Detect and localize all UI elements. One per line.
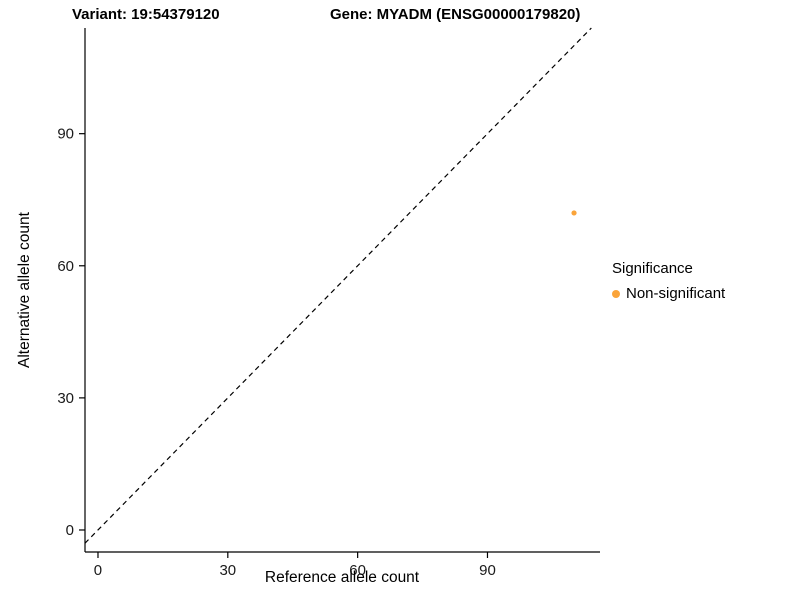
legend-entry-label: Non-significant <box>626 285 726 302</box>
x-tick-label: 60 <box>349 562 366 579</box>
legend: Significance Non-significant <box>612 260 725 302</box>
y-axis-label: Alternative allele count <box>16 212 33 368</box>
y-tick-label: 0 <box>66 522 74 539</box>
legend-point-icon <box>612 289 620 298</box>
x-tick-label: 0 <box>94 562 102 579</box>
gene-title: Gene: MYADM (ENSG00000179820) <box>330 6 581 23</box>
variant-title: Variant: 19:54379120 <box>72 6 220 23</box>
legend-entry: Non-significant <box>612 285 725 302</box>
x-axis-label: Reference allele count <box>264 569 420 586</box>
identity-line <box>84 27 592 544</box>
data-point <box>571 210 577 216</box>
x-tick-label: 90 <box>479 562 496 579</box>
y-tick-label: 90 <box>57 126 74 143</box>
legend-title: Significance <box>612 260 693 277</box>
y-tick-label: 30 <box>57 390 74 407</box>
y-tick-label: 60 <box>57 258 74 275</box>
x-tick-label: 30 <box>219 562 236 579</box>
legend-entries: Non-significant <box>612 285 725 302</box>
